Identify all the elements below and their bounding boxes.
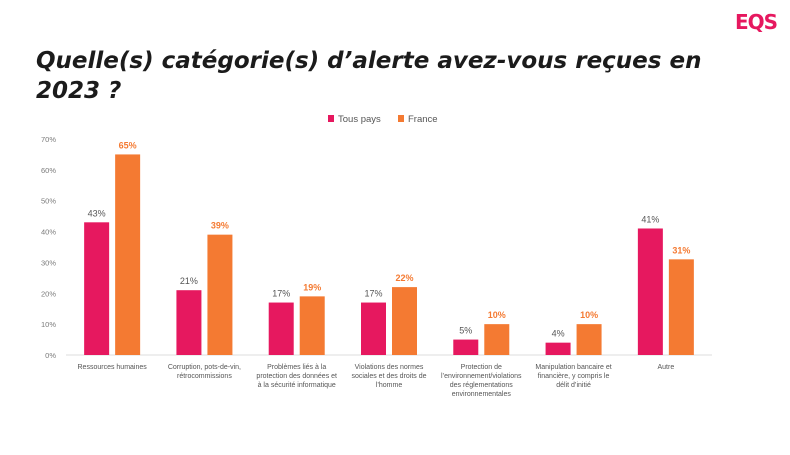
bar	[545, 342, 571, 355]
data-label: 21%	[180, 276, 198, 286]
bar	[576, 324, 602, 355]
legend-label: Tous pays	[338, 114, 381, 125]
data-label: 10%	[580, 310, 598, 320]
bar	[668, 259, 694, 355]
y-tick-label: 10%	[41, 320, 56, 329]
bar	[207, 234, 233, 355]
data-label: 43%	[88, 208, 106, 218]
page-title: Quelle(s) catégorie(s) d’alerte avez-vou…	[36, 48, 702, 104]
bar	[268, 302, 294, 355]
y-tick-label: 60%	[41, 166, 56, 175]
eqs-logo: EQS	[735, 10, 778, 34]
bar	[392, 287, 417, 355]
x-category-label: Corruption, pots-de-vin, rétrocommissions	[168, 364, 241, 380]
legend-swatch	[398, 115, 404, 122]
y-tick-label: 0%	[45, 351, 56, 360]
bar	[484, 324, 510, 355]
bar	[115, 154, 141, 355]
data-label: 17%	[364, 289, 382, 299]
bar	[361, 302, 386, 355]
data-label: 65%	[119, 140, 137, 150]
data-label: 39%	[211, 221, 229, 231]
bar	[453, 339, 479, 355]
bar	[299, 296, 325, 355]
bar	[84, 222, 110, 355]
y-tick-label: 20%	[41, 289, 56, 298]
x-category-label: Manipulation bancaire et financière, y co…	[535, 364, 611, 389]
y-tick-label: 50%	[41, 197, 56, 206]
x-category-label: Protection de l’environnement/violations d…	[441, 364, 522, 398]
y-tick-label: 70%	[41, 135, 56, 144]
y-tick-label: 40%	[41, 228, 56, 237]
x-category-label: Autre	[657, 364, 674, 371]
data-label: 31%	[672, 245, 690, 255]
data-label: 10%	[488, 310, 506, 320]
data-label: 5%	[459, 326, 472, 336]
x-category-label: Problèmes liés à la protection des donnée…	[256, 364, 337, 389]
bar	[637, 228, 663, 355]
data-label: 22%	[395, 273, 413, 283]
bar	[176, 290, 202, 355]
x-category-label: Ressources humaines	[78, 364, 148, 371]
data-label: 4%	[552, 329, 565, 339]
data-label: 41%	[641, 214, 659, 224]
x-category-label: Violations des normes sociales et des dro…	[351, 364, 426, 389]
data-label: 17%	[272, 289, 290, 299]
legend-swatch	[328, 115, 334, 122]
data-label: 19%	[303, 282, 321, 292]
legend-label: France	[408, 114, 438, 125]
y-tick-label: 30%	[41, 258, 56, 267]
